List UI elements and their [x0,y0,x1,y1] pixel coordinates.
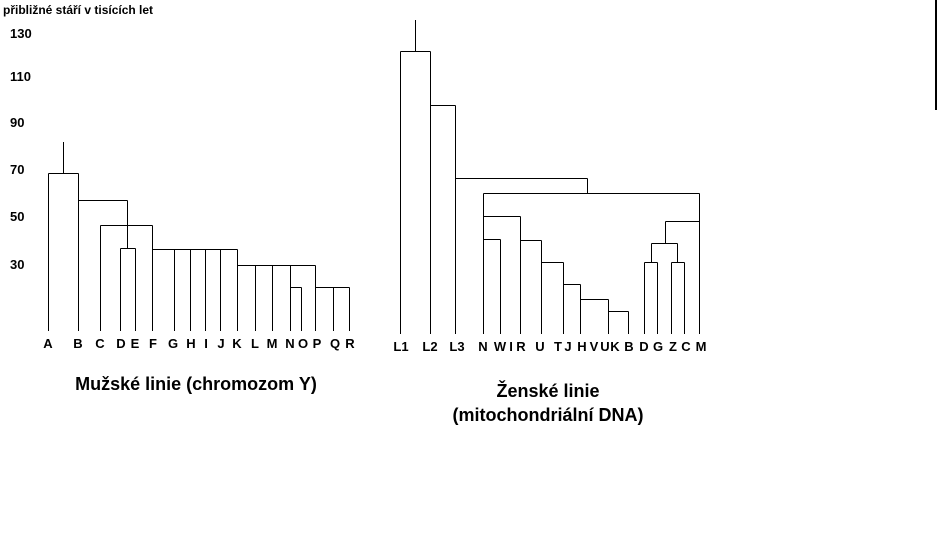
female-dendrogram [400,20,700,334]
female-lineages-subcaption: (mitochondriální DNA) [452,405,644,425]
age-tick: 130 [10,26,32,41]
male-leaf-label: L [251,336,259,351]
male-leaf-label: E [130,336,140,351]
edge-bar [935,0,937,110]
age-tick: 30 [10,257,25,272]
age-tick: 90 [10,115,25,130]
female-leaf-label: I [509,339,513,354]
female-leaf-label: H [577,339,587,354]
female-leaf-label: L3 [449,339,465,354]
male-leaf-label: F [149,336,157,351]
age-tick: 70 [10,162,25,177]
male-leaf-label: I [204,336,208,351]
male-leaf-label: B [73,336,83,351]
female-lineages-caption: Ženské linie [496,381,600,401]
male-leaf-label: G [167,336,179,351]
female-leaf-label: J [564,339,572,354]
female-leaf-label: M [695,339,707,354]
age-tick: 50 [10,209,25,224]
age-tick: 110 [10,69,31,84]
male-lineages-caption: Mužské linie (chromozom Y) [75,374,317,394]
female-leaf-label: D [639,339,649,354]
female-leaf-label: R [516,339,526,354]
female-leaf-label: N [478,339,488,354]
female-leaf-label: G [652,339,664,354]
male-leaf-label: R [345,336,355,351]
male-leaf-label: H [186,336,196,351]
female-leaf-label: U [535,339,545,354]
male-leaf-label: M [266,336,278,351]
male-leaf-label: C [95,336,105,351]
male-leaf-label: K [232,336,242,351]
female-leaf-label: K [610,339,620,354]
male-leaf-label: N [285,336,295,351]
female-leaf-label: U [600,339,610,354]
female-leaf-label: L1 [393,339,409,354]
male-leaf-label: P [312,336,322,351]
male-dendrogram [48,142,350,331]
male-leaf-label: O [297,336,309,351]
female-leaf-label: B [624,339,634,354]
male-leaf-label: J [217,336,225,351]
male-leaf-label: A [43,336,53,351]
female-leaf-label: C [681,339,691,354]
age-axis-title: přibližné stáří v tisících let [3,3,154,17]
female-leaf-label: V [589,339,599,354]
female-leaf-label: W [493,339,507,354]
female-leaf-label: T [554,339,562,354]
female-leaf-label: Z [669,339,677,354]
female-leaf-label: L2 [422,339,438,354]
male-leaf-label: D [116,336,126,351]
male-leaf-label: Q [329,336,341,351]
